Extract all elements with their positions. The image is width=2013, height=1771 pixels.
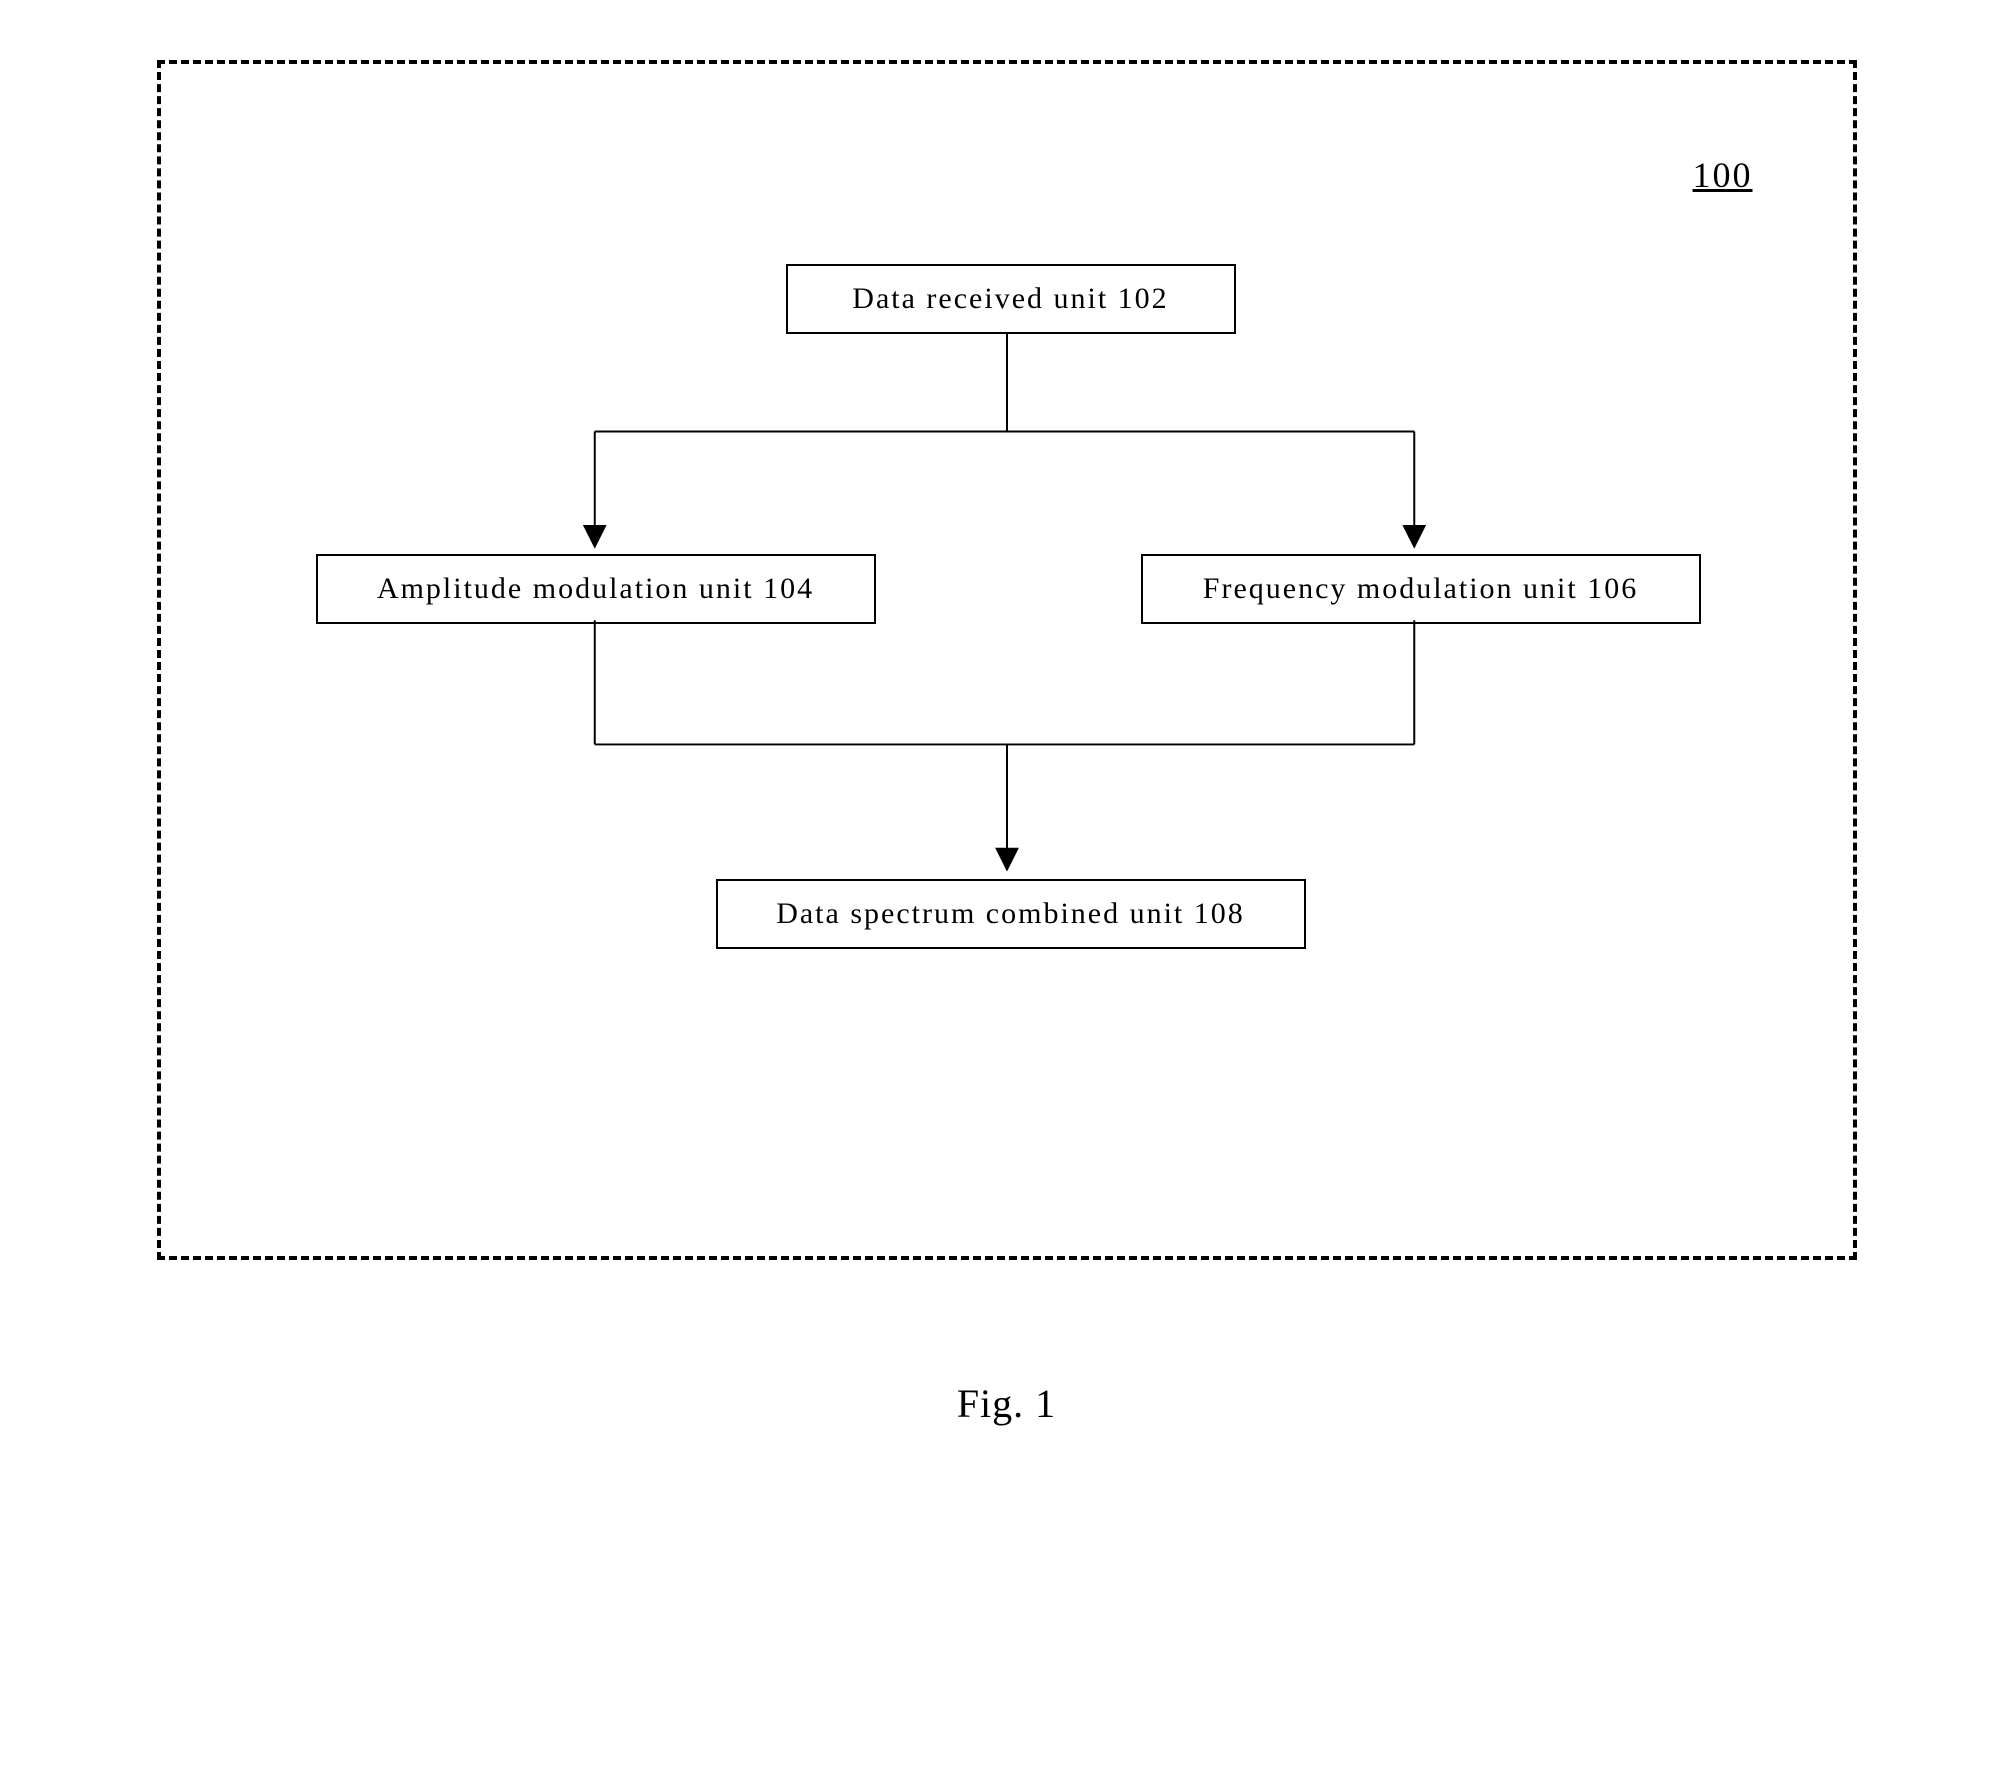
node-label: Data spectrum combined unit 108 [776, 897, 1245, 931]
block-diagram: 100 Data received unit 102 Amplitude mod… [157, 60, 1857, 1260]
node-frequency-modulation: Frequency modulation unit 106 [1141, 554, 1701, 624]
node-label: Frequency modulation unit 106 [1203, 572, 1638, 606]
node-label: Amplitude modulation unit 104 [377, 572, 814, 606]
connector-lines [161, 64, 1853, 1256]
node-amplitude-modulation: Amplitude modulation unit 104 [316, 554, 876, 624]
reference-number: 100 [1693, 154, 1753, 196]
node-data-received: Data received unit 102 [786, 264, 1236, 334]
figure-caption: Fig. 1 [957, 1380, 1056, 1427]
node-data-spectrum-combined: Data spectrum combined unit 108 [716, 879, 1306, 949]
node-label: Data received unit 102 [852, 282, 1168, 316]
